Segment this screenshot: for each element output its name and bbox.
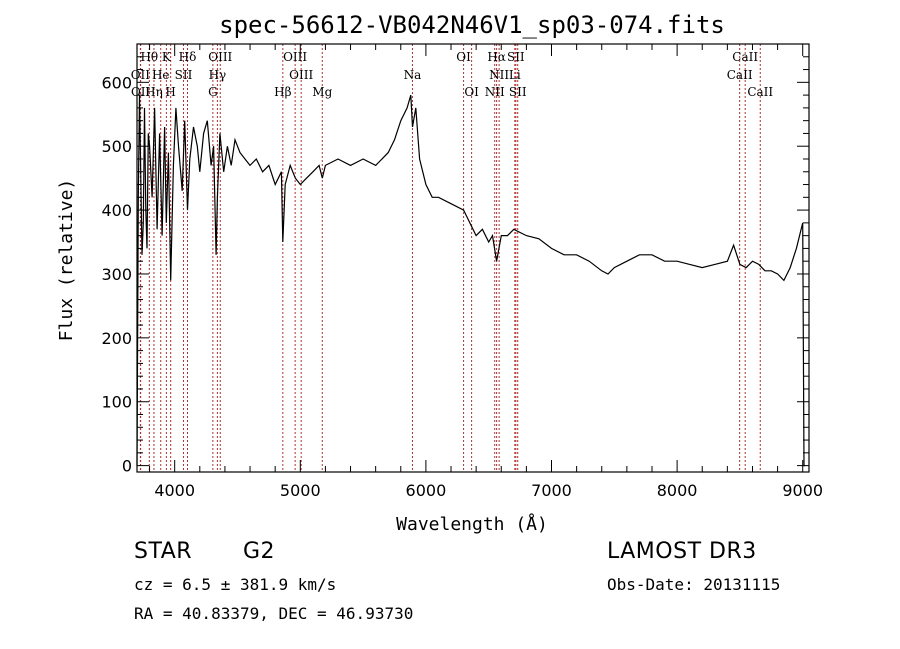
line-marker-label: OIII — [289, 68, 313, 82]
y-tick-label: 300 — [101, 265, 132, 284]
y-tick-label: 0 — [122, 457, 132, 476]
spectrum-series-line — [136, 94, 806, 467]
line-marker-label: OI — [456, 50, 471, 64]
line-marker-label: H — [165, 85, 175, 99]
plot-frame — [136, 43, 810, 473]
line-marker-label: SII — [507, 50, 525, 64]
line-marker-label: OIII — [208, 50, 232, 64]
line-marker-label: CaII — [732, 50, 758, 64]
line-marker-label: Hβ — [274, 85, 291, 99]
line-marker-label: G — [208, 85, 218, 99]
x-axis-label: Wavelength (Å) — [396, 513, 548, 535]
line-marker-label: OII — [131, 85, 151, 99]
y-tick-label: 200 — [101, 329, 132, 348]
line-marker-label: CaII — [747, 85, 773, 99]
chart-title: spec-56612-VB042N46V1_sp03-074.fits — [219, 11, 725, 39]
line-marker-label: OIII — [283, 50, 307, 64]
x-tick-label: 5000 — [280, 481, 321, 500]
x-axis-ticks: 4000 5000 6000 7000 8000 9000 — [149, 44, 823, 500]
class-label: STAR — [134, 539, 193, 564]
y-tick-label: 400 — [101, 201, 132, 220]
y-tick-label: 500 — [101, 137, 132, 156]
line-marker-label: NII — [485, 85, 505, 99]
obs-date-readout: Obs-Date: 20131115 — [607, 575, 781, 594]
line-marker-label: Hθ — [140, 50, 158, 64]
line-marker-label: OI — [464, 85, 479, 99]
survey-label: LAMOST DR3 — [607, 539, 757, 564]
x-tick-label: 6000 — [406, 481, 447, 500]
y-tick-label: 600 — [101, 73, 132, 92]
x-tick-label: 4000 — [154, 481, 195, 500]
subclass-label: G2 — [243, 539, 276, 564]
coordinates-readout: RA = 40.83379, DEC = 46.93730 — [134, 604, 414, 623]
line-marker-label: He — [152, 68, 170, 82]
line-marker-label: Hγ — [209, 68, 227, 82]
line-marker-label: SII — [175, 68, 193, 82]
y-tick-label: 100 — [101, 393, 132, 412]
line-marker-label: SII — [509, 85, 527, 99]
line-marker-label: Hα — [487, 50, 506, 64]
y-axis-label: Flux (relative) — [56, 179, 77, 342]
line-marker-label: Hη — [145, 85, 163, 99]
line-markers — [139, 44, 761, 472]
line-marker-label: Hδ — [179, 50, 197, 64]
line-marker-label: Li — [509, 68, 521, 82]
line-marker-label: K — [162, 50, 172, 64]
line-marker-label: Na — [404, 68, 422, 82]
line-marker-label: NII — [489, 68, 509, 82]
y-axis-ticks: 0 100 200 300 400 500 600 — [101, 56, 809, 476]
line-marker-label: OII — [131, 68, 151, 82]
x-tick-label: 9000 — [782, 481, 823, 500]
redshift-readout: cz = 6.5 ± 381.9 km/s — [134, 575, 337, 594]
line-marker-label: CaII — [727, 68, 753, 82]
x-tick-label: 7000 — [531, 481, 572, 500]
x-tick-label: 8000 — [657, 481, 698, 500]
line-marker-label: Mg — [312, 85, 332, 99]
